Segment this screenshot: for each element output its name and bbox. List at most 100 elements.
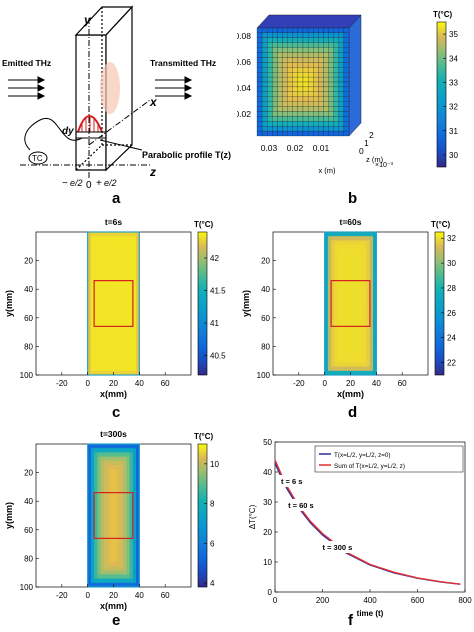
heat-cell (136, 307, 140, 313)
block-cell (323, 72, 329, 78)
heat-cell (344, 248, 348, 254)
heat-cell (353, 253, 358, 258)
block-cell (272, 76, 278, 83)
heat-cell (87, 498, 92, 504)
heat-cell (110, 519, 114, 525)
heat-cell (129, 240, 134, 246)
heat-cell (116, 549, 121, 554)
heat-cell (356, 269, 361, 275)
heat-cell (356, 316, 361, 321)
block-cell (277, 91, 283, 97)
block-cell (287, 32, 293, 38)
heat-cell (327, 366, 332, 372)
heat-cell (123, 498, 127, 504)
heat-cell (129, 349, 134, 355)
heat-cell (337, 232, 342, 237)
heat-cell (373, 278, 377, 283)
block-cell (267, 52, 273, 58)
heat-cell (369, 341, 374, 346)
block-cell (282, 111, 288, 117)
heat-cell (356, 345, 361, 351)
heat-cell (324, 358, 329, 363)
heat-cell (103, 528, 108, 533)
heat-cell (87, 536, 92, 542)
block-cell (272, 106, 278, 112)
heat-cell (344, 303, 348, 309)
heat-cell (350, 316, 355, 321)
heat-cell (126, 473, 131, 479)
block-cell (328, 101, 334, 107)
heat-cell (110, 337, 114, 342)
heat-cell (129, 290, 134, 296)
heat-cell (87, 456, 92, 462)
block-cell (323, 130, 329, 137)
heat-cell (356, 299, 361, 304)
y-tick-label: 40 (24, 285, 33, 294)
block-cell (267, 27, 273, 34)
heat-cell (360, 353, 364, 359)
heat-cell (126, 553, 131, 558)
block-cell (287, 111, 293, 117)
block-cell (297, 52, 304, 58)
heat-cell (331, 265, 335, 271)
heat-cell (94, 316, 98, 321)
heat-cell (136, 507, 140, 512)
block-cell (282, 91, 288, 97)
heat-cell (97, 553, 101, 558)
heat-cell (87, 494, 92, 500)
heat-cell (369, 295, 374, 300)
heat-cell (97, 494, 101, 500)
heat-cell (366, 299, 371, 304)
heat-cell (132, 282, 137, 288)
block-cell (267, 106, 273, 112)
block-cell (261, 52, 268, 58)
heat-cell (324, 244, 329, 250)
heat-cell (324, 328, 329, 334)
y-tick-label: 20 (24, 469, 33, 478)
heat-cell (337, 337, 342, 342)
block-cell (272, 27, 278, 34)
block-cell (333, 101, 339, 107)
heat-cell (90, 507, 95, 512)
heat-cell (136, 299, 140, 304)
heat-cell (129, 494, 134, 500)
heat-cell (100, 311, 105, 317)
block-cell (287, 91, 293, 97)
heat-cell (340, 341, 345, 346)
heat-cell (136, 253, 140, 258)
heat-cell (132, 316, 137, 321)
heat-cell (97, 349, 101, 355)
heat-cell (136, 574, 140, 579)
heat-cell (90, 511, 95, 516)
heat-cell (129, 274, 134, 279)
heat-cell (129, 540, 134, 546)
heat-cell (107, 473, 111, 479)
heat-cell (103, 477, 108, 483)
heat-cell (100, 448, 105, 453)
heat-cell (334, 366, 338, 372)
emitted-label: Emitted THz (2, 58, 51, 68)
heat-cell (119, 240, 124, 246)
heat-cell (110, 511, 114, 516)
heat-cell (363, 299, 368, 304)
block-cell (297, 106, 304, 112)
heat-cell (337, 370, 342, 376)
heat-cell (340, 257, 345, 262)
heat-cell (97, 511, 101, 516)
heat-cell (366, 286, 371, 292)
block-cell (261, 76, 268, 83)
heat-cell (90, 486, 95, 491)
heat-cell (110, 366, 114, 372)
x-tick-label: 600 (411, 596, 425, 605)
heat-cell (337, 244, 342, 250)
heat-cell (94, 358, 98, 363)
heat-cell (116, 328, 121, 334)
block-cell (313, 86, 319, 92)
profile-label: Parabolic profile T(z) (142, 150, 231, 160)
heat-cell (337, 328, 342, 334)
heat-cell (331, 295, 335, 300)
heat-cell (353, 353, 358, 359)
heat-cell (129, 307, 134, 313)
heat-cell (136, 269, 140, 275)
z-axis-label: z (m) (366, 155, 384, 164)
